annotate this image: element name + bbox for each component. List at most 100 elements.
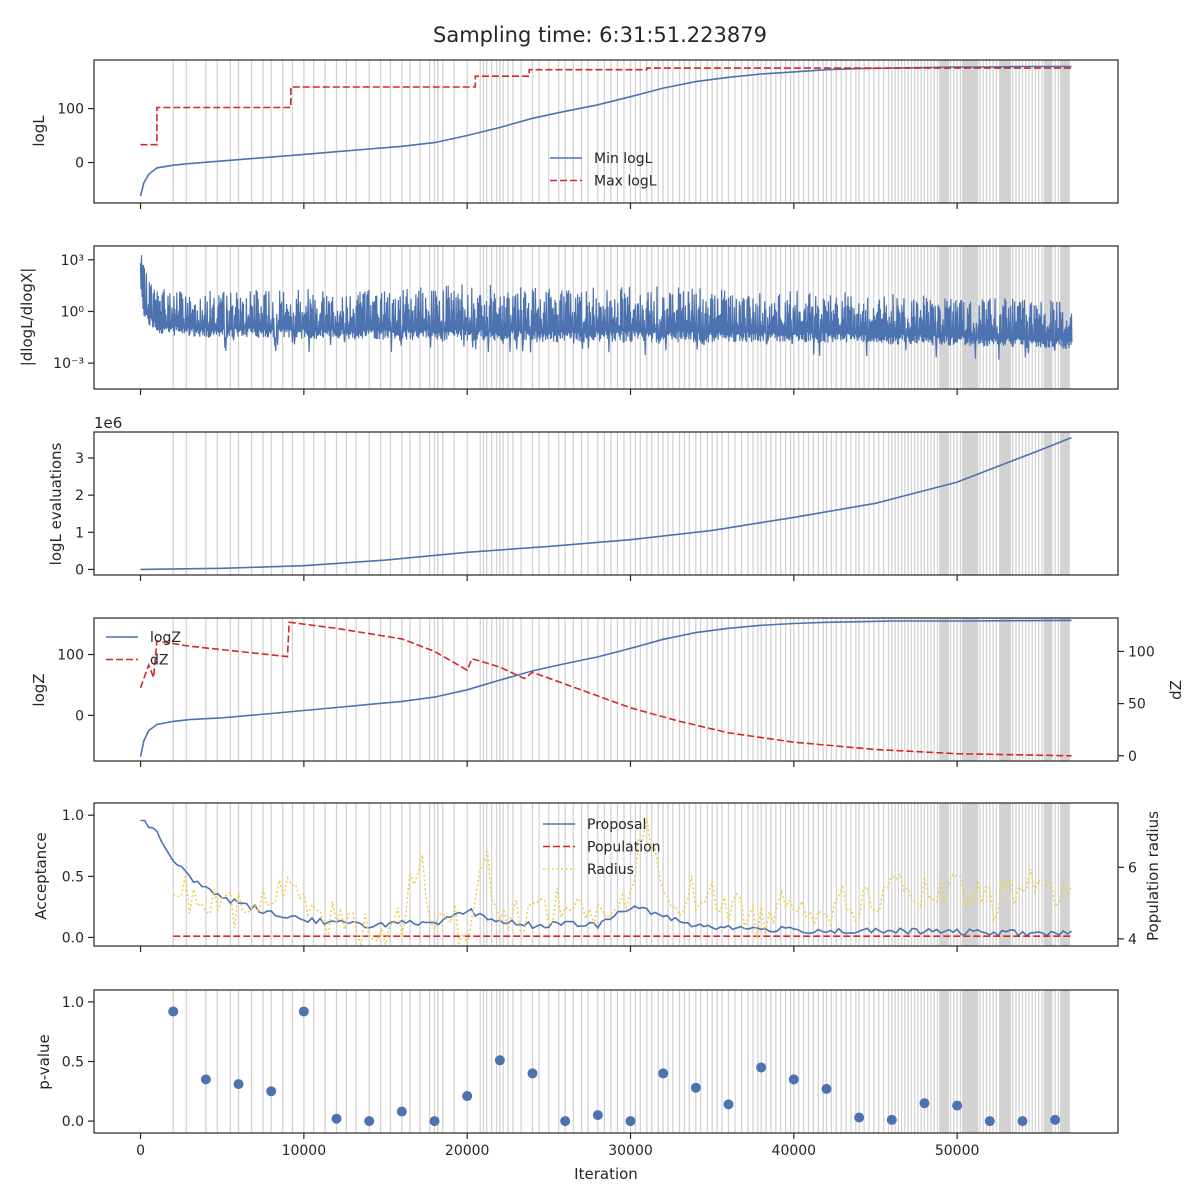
y-tick-label: 0.0 [62, 930, 84, 946]
scatter-point [723, 1099, 734, 1110]
panel3-ylabel: logL evaluations [47, 442, 65, 565]
vband-span [962, 60, 979, 203]
scatter-point [396, 1106, 407, 1117]
vband-span [999, 990, 1012, 1133]
scatter-point [494, 1055, 505, 1066]
x-tick-label: 50000 [935, 1143, 980, 1159]
panel-frame [93, 617, 1119, 762]
vband-span [939, 990, 949, 1133]
scatter-point [854, 1112, 865, 1123]
vband-span [1043, 803, 1052, 946]
y-tick-label-right: 6 [1128, 860, 1137, 876]
panel3-offset-label: 1e6 [94, 414, 122, 432]
panel-2-content [139, 246, 1073, 389]
scatter-point [886, 1114, 897, 1125]
x-axis-label: Iteration [574, 1165, 638, 1183]
vband-span [999, 60, 1012, 203]
x-tick-label: 40000 [772, 1143, 817, 1159]
scatter-point [919, 1098, 930, 1109]
y-tick-label: 0.0 [62, 1114, 84, 1130]
y-tick-label: 1.0 [62, 808, 84, 824]
panel-4-content [139, 618, 1072, 761]
panel-3: 0 1 2 3 [75, 431, 1119, 581]
scatter-point [364, 1116, 375, 1127]
panel-frame [93, 431, 1119, 576]
panel-3-content [140, 432, 1072, 575]
y-tick-label: 10³ [61, 253, 84, 269]
panel-1: 0 100 Min logL Max logL [57, 59, 1119, 209]
y-tick-label-right: 50 [1128, 697, 1146, 713]
legend-label: dZ [150, 653, 168, 669]
series-3-0 [140, 436, 1072, 571]
vband-span [1060, 803, 1070, 946]
vband-span [999, 803, 1012, 946]
vband-span [962, 432, 979, 575]
scatter-point [756, 1062, 767, 1073]
panel6-ylabel: p-value [35, 1034, 53, 1090]
panel4-ylabel: logZ [30, 673, 48, 706]
panel-1-content [139, 60, 1073, 203]
scatter-point [298, 1006, 309, 1017]
panel-5-content [140, 803, 1073, 946]
series-logz [139, 619, 1072, 757]
y-tick-label-right: 0 [1128, 749, 1137, 765]
panel5-ylabel: Acceptance [32, 832, 50, 919]
scatter-point [821, 1083, 832, 1094]
y-tick-label-right: 4 [1128, 932, 1137, 948]
panel-frame [93, 802, 1119, 947]
panel2-ylabel: |dlogL/dlogX| [18, 268, 36, 367]
x-tick-label: 0 [136, 1143, 145, 1159]
y-tick-label: 100 [57, 102, 84, 118]
y-tick-label: 0.5 [62, 1055, 84, 1071]
vband-span [1043, 432, 1052, 575]
y-tick-label: 0 [75, 562, 84, 578]
scatter-point [266, 1086, 277, 1097]
legend-label: Proposal [587, 817, 646, 833]
vband-span [1043, 60, 1052, 203]
panel-5: 0.0 0.5 1.0 4 6 Proposal Population Radius [62, 802, 1137, 952]
legend-label: Population [587, 840, 661, 856]
vband-span [1060, 246, 1070, 389]
scatter-point [1050, 1114, 1061, 1125]
vband-span [999, 432, 1012, 575]
legend-label: Radius [587, 862, 634, 878]
vband-span [939, 246, 949, 389]
series-dz [139, 621, 1072, 757]
legend-label: logZ [150, 630, 181, 646]
panel-4: 0 100 0 50 100 logZ dZ [57, 617, 1155, 767]
y-tick-label: 2 [75, 488, 84, 504]
x-tick-label: 10000 [282, 1143, 327, 1159]
panel-frame [93, 59, 1119, 204]
scatter-point [690, 1082, 701, 1093]
panel-6: 0 10000 20000 30000 40000 50000 0.0 0.5 1.0 [62, 989, 1119, 1159]
legend-label: Max logL [594, 174, 657, 190]
vband-span [939, 432, 949, 575]
scatter-point [331, 1113, 342, 1124]
scatter-point [952, 1100, 963, 1111]
scatter-point [984, 1116, 995, 1127]
vband-span [939, 803, 949, 946]
panel-2: 10⁻³ 10⁰ 10³ [53, 245, 1119, 395]
series-max-logl [140, 66, 1073, 146]
y-tick-label: 0 [75, 156, 84, 172]
scatter-point [200, 1074, 211, 1085]
y-tick-label: 10⁻³ [53, 356, 84, 372]
vband-span [1060, 60, 1070, 203]
x-tick-label: 30000 [608, 1143, 653, 1159]
vband-span [939, 60, 949, 203]
scatter-point [233, 1079, 244, 1090]
y-tick-label: 10⁰ [61, 304, 85, 320]
figure-title: Sampling time: 6:31:51.223879 [433, 23, 767, 47]
scatter-point [527, 1068, 538, 1079]
vband-span [939, 618, 949, 761]
scatter-point [560, 1116, 571, 1127]
scatter-point [429, 1116, 440, 1127]
scatter-point [1017, 1116, 1028, 1127]
x-tick-label: 20000 [445, 1143, 490, 1159]
vband-span [1043, 246, 1052, 389]
scatter-point [625, 1116, 636, 1127]
vband-span [1060, 990, 1070, 1133]
vband-span [1060, 432, 1070, 575]
series-2-0 [139, 255, 1073, 360]
